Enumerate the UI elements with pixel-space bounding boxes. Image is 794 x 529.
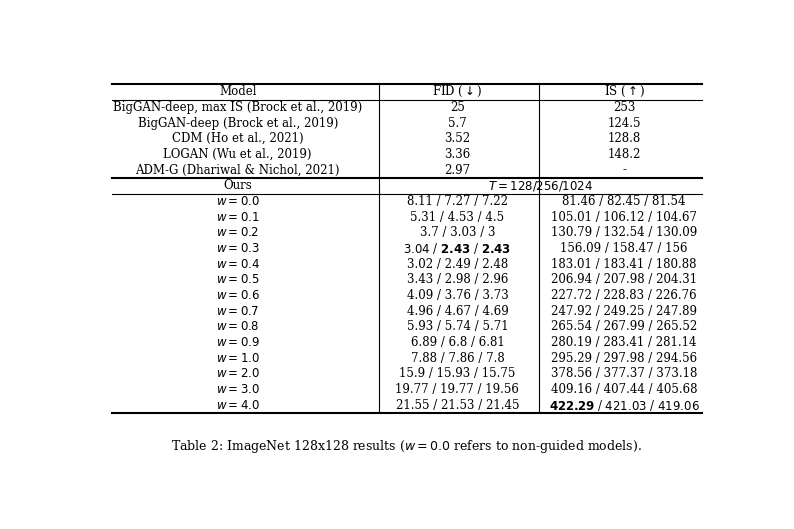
Text: $w = 0.8$: $w = 0.8$ (216, 321, 260, 333)
Text: 4.09 / 3.76 / 3.73: 4.09 / 3.76 / 3.73 (407, 289, 508, 302)
Text: $w = 0.6$: $w = 0.6$ (216, 289, 260, 302)
Text: $w = 0.9$: $w = 0.9$ (216, 336, 260, 349)
Text: Model: Model (219, 85, 256, 98)
Text: 280.19 / 283.41 / 281.14: 280.19 / 283.41 / 281.14 (551, 336, 697, 349)
Text: 3.52: 3.52 (445, 132, 471, 145)
Text: 3.02 / 2.49 / 2.48: 3.02 / 2.49 / 2.48 (407, 258, 508, 271)
Text: 295.29 / 297.98 / 294.56: 295.29 / 297.98 / 294.56 (551, 352, 697, 365)
Text: LOGAN (Wu et al., 2019): LOGAN (Wu et al., 2019) (164, 148, 312, 161)
Text: 409.16 / 407.44 / 405.68: 409.16 / 407.44 / 405.68 (551, 383, 697, 396)
Text: BigGAN-deep, max IS (Brock et al., 2019): BigGAN-deep, max IS (Brock et al., 2019) (113, 101, 362, 114)
Text: 3.36: 3.36 (445, 148, 471, 161)
Text: $w = 0.7$: $w = 0.7$ (216, 305, 259, 318)
Text: $3.04$ / $\mathbf{2.43}$ / $\mathbf{2.43}$: $3.04$ / $\mathbf{2.43}$ / $\mathbf{2.43… (403, 241, 511, 256)
Text: 183.01 / 183.41 / 180.88: 183.01 / 183.41 / 180.88 (551, 258, 697, 271)
Text: 21.55 / 21.53 / 21.45: 21.55 / 21.53 / 21.45 (395, 399, 519, 412)
Text: 148.2: 148.2 (607, 148, 641, 161)
Text: $w = 0.3$: $w = 0.3$ (216, 242, 260, 255)
Text: $w = 3.0$: $w = 3.0$ (216, 383, 260, 396)
Text: 128.8: 128.8 (607, 132, 641, 145)
Text: 265.54 / 267.99 / 265.52: 265.54 / 267.99 / 265.52 (551, 321, 697, 333)
Text: $w = 2.0$: $w = 2.0$ (216, 368, 260, 380)
Text: $\mathbf{422.29}$ / $421.03$ / $419.06$: $\mathbf{422.29}$ / $421.03$ / $419.06$ (549, 398, 700, 413)
Text: $w = 4.0$: $w = 4.0$ (216, 399, 260, 412)
Text: 5.7: 5.7 (448, 116, 467, 130)
Text: 227.72 / 228.83 / 226.76: 227.72 / 228.83 / 226.76 (551, 289, 697, 302)
Text: 3.7 / 3.03 / 3: 3.7 / 3.03 / 3 (420, 226, 495, 239)
Text: 206.94 / 207.98 / 204.31: 206.94 / 207.98 / 204.31 (551, 273, 697, 286)
Text: $w = 1.0$: $w = 1.0$ (216, 352, 260, 365)
Text: CDM (Ho et al., 2021): CDM (Ho et al., 2021) (172, 132, 303, 145)
Text: 19.77 / 19.77 / 19.56: 19.77 / 19.77 / 19.56 (395, 383, 519, 396)
Text: 105.01 / 106.12 / 104.67: 105.01 / 106.12 / 104.67 (551, 211, 697, 224)
Text: 15.9 / 15.93 / 15.75: 15.9 / 15.93 / 15.75 (399, 368, 515, 380)
Text: 5.93 / 5.74 / 5.71: 5.93 / 5.74 / 5.71 (407, 321, 508, 333)
Text: $w = 0.2$: $w = 0.2$ (216, 226, 259, 239)
Text: 4.96 / 4.67 / 4.69: 4.96 / 4.67 / 4.69 (407, 305, 508, 318)
Text: 7.88 / 7.86 / 7.8: 7.88 / 7.86 / 7.8 (410, 352, 504, 365)
Text: $w = 0.4$: $w = 0.4$ (216, 258, 260, 271)
Text: -: - (622, 163, 626, 177)
Text: $w = 0.0$: $w = 0.0$ (216, 195, 260, 208)
Text: 247.92 / 249.25 / 247.89: 247.92 / 249.25 / 247.89 (551, 305, 697, 318)
Text: 253: 253 (613, 101, 635, 114)
Text: IS ($\uparrow$): IS ($\uparrow$) (603, 84, 645, 99)
Text: 130.79 / 132.54 / 130.09: 130.79 / 132.54 / 130.09 (551, 226, 697, 239)
Text: 378.56 / 377.37 / 373.18: 378.56 / 377.37 / 373.18 (551, 368, 697, 380)
Text: $T = 128/256/1024$: $T = 128/256/1024$ (488, 179, 593, 193)
Text: 6.89 / 6.8 / 6.81: 6.89 / 6.8 / 6.81 (410, 336, 504, 349)
Text: 8.11 / 7.27 / 7.22: 8.11 / 7.27 / 7.22 (407, 195, 508, 208)
Text: 81.46 / 82.45 / 81.54: 81.46 / 82.45 / 81.54 (562, 195, 686, 208)
Text: $w = 0.5$: $w = 0.5$ (216, 273, 260, 286)
Text: 25: 25 (450, 101, 464, 114)
Text: $w = 0.1$: $w = 0.1$ (216, 211, 260, 224)
Text: FID ($\downarrow$): FID ($\downarrow$) (432, 84, 483, 99)
Text: Table 2: ImageNet 128x128 results ($w = 0.0$ refers to non-guided models).: Table 2: ImageNet 128x128 results ($w = … (172, 438, 642, 455)
Text: 5.31 / 4.53 / 4.5: 5.31 / 4.53 / 4.5 (410, 211, 504, 224)
Text: BigGAN-deep (Brock et al., 2019): BigGAN-deep (Brock et al., 2019) (137, 116, 338, 130)
Text: ADM-G (Dhariwal & Nichol, 2021): ADM-G (Dhariwal & Nichol, 2021) (136, 163, 340, 177)
Text: 3.43 / 2.98 / 2.96: 3.43 / 2.98 / 2.96 (407, 273, 508, 286)
Text: 2.97: 2.97 (445, 163, 471, 177)
Text: 156.09 / 158.47 / 156: 156.09 / 158.47 / 156 (561, 242, 688, 255)
Text: 124.5: 124.5 (607, 116, 641, 130)
Text: Ours: Ours (223, 179, 252, 192)
